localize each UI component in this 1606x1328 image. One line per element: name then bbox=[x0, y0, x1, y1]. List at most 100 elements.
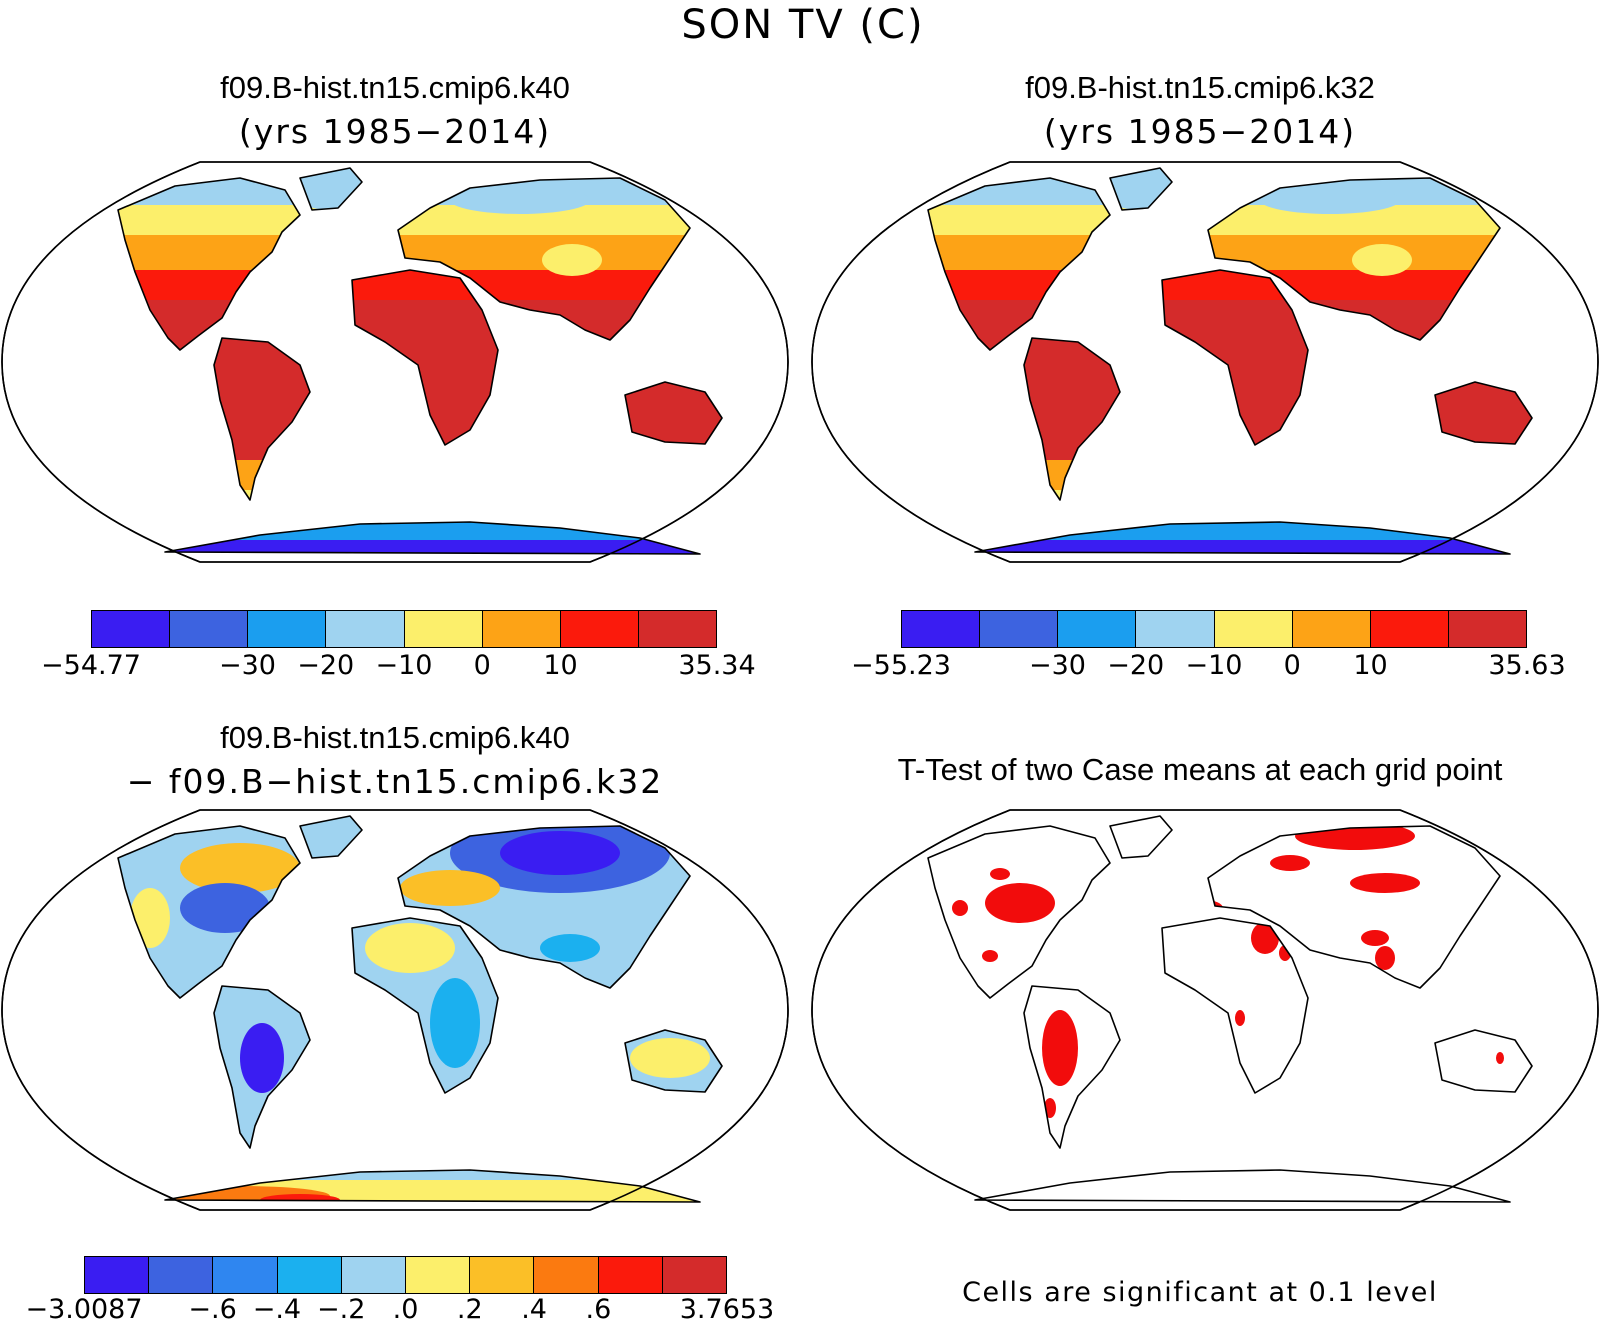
field-blob bbox=[985, 883, 1055, 923]
colorbar-box bbox=[213, 1257, 278, 1293]
colorbar-box bbox=[1370, 611, 1449, 647]
field-blob bbox=[1042, 1010, 1078, 1086]
projection-frame bbox=[1, 809, 789, 1211]
bl-map bbox=[1, 809, 789, 1211]
coastline-africa bbox=[351, 269, 499, 446]
colorbar-tick-label: 10 bbox=[1353, 650, 1388, 681]
coastline-greenland bbox=[299, 167, 363, 211]
bl-colorbar bbox=[84, 1256, 727, 1294]
coastline-eurasia bbox=[397, 177, 691, 341]
colorbar-tick-label: 0 bbox=[1283, 650, 1301, 681]
coastline-na bbox=[117, 177, 301, 351]
coastline-na bbox=[927, 177, 1111, 351]
coastline-antarctica bbox=[164, 521, 701, 555]
coastline-africa bbox=[351, 917, 499, 1094]
colorbar-tick-label: 3.7653 bbox=[679, 1294, 775, 1325]
colorbar-box bbox=[406, 1257, 471, 1293]
land-australia bbox=[1435, 382, 1532, 444]
field-blob bbox=[1350, 873, 1420, 893]
coastline-greenland bbox=[299, 815, 363, 859]
colorbar-box bbox=[662, 1257, 727, 1293]
bl-colorbar-labels: −3.0087 −.6 −.4 −.2 .0 .2 .4 .6 3.7653 bbox=[25, 1294, 774, 1328]
colorbar-tick-label: .6 bbox=[585, 1294, 612, 1325]
colorbar-box bbox=[598, 1257, 663, 1293]
field-blob bbox=[982, 950, 998, 962]
projection-frame bbox=[1, 161, 789, 563]
colorbar-box bbox=[470, 1257, 535, 1293]
coastline-australia bbox=[1434, 1029, 1533, 1093]
field-blob bbox=[1352, 244, 1412, 276]
projection-frame bbox=[811, 809, 1599, 1211]
field-blob bbox=[952, 900, 968, 916]
field-blob bbox=[450, 186, 590, 214]
colorbar-tick-label: .0 bbox=[392, 1294, 419, 1325]
colorbar-box bbox=[534, 1257, 599, 1293]
field-blob bbox=[365, 923, 455, 973]
bl-minus-case: − f09.B−hist.tn15.cmip6.k32 bbox=[126, 762, 664, 801]
colorbar-box bbox=[404, 611, 483, 647]
colorbar-box bbox=[341, 1257, 407, 1293]
colorbar-box bbox=[482, 611, 561, 647]
colorbar-tick-label: 10 bbox=[543, 650, 578, 681]
coastline-australia bbox=[624, 381, 723, 445]
colorbar-box bbox=[326, 611, 405, 647]
land-sa bbox=[214, 338, 310, 500]
tl-case-title: f09.B-hist.tn15.cmip6.k40 bbox=[220, 70, 570, 105]
field-band bbox=[928, 540, 1532, 554]
tr-years: (yrs 1985−2014) bbox=[1043, 112, 1357, 151]
field-blob bbox=[630, 1038, 710, 1078]
land-africa bbox=[1162, 918, 1308, 1093]
colorbar-box bbox=[1136, 611, 1215, 647]
field-blob bbox=[1270, 855, 1310, 871]
coastline-eurasia bbox=[1207, 177, 1501, 341]
colorbar-box bbox=[1214, 611, 1293, 647]
coastline-sa bbox=[1023, 985, 1121, 1149]
tr-map bbox=[811, 161, 1599, 563]
colorbar-tick-label: −30 bbox=[1029, 650, 1086, 681]
colorbar-tick-label: −.2 bbox=[316, 1294, 366, 1325]
colorbar-box bbox=[980, 611, 1059, 647]
coastline-australia bbox=[624, 1029, 723, 1093]
tl-colorbar-labels: −54.77 −30 −20 −10 0 10 35.34 bbox=[41, 650, 756, 684]
colorbar-tick-label: −20 bbox=[1107, 650, 1165, 681]
tr-case-title: f09.B-hist.tn15.cmip6.k32 bbox=[1025, 70, 1375, 105]
colorbar-box bbox=[248, 611, 327, 647]
colorbar-tick-label: −10 bbox=[375, 650, 433, 681]
field-blob bbox=[400, 870, 500, 906]
coastline-greenland bbox=[1109, 167, 1173, 211]
colorbar-box bbox=[1448, 611, 1526, 647]
colorbar-box bbox=[149, 1257, 214, 1293]
land-africa bbox=[1162, 270, 1308, 445]
colorbar-tick-label: −.6 bbox=[188, 1294, 237, 1325]
colorbar-tick-label: −3.0087 bbox=[25, 1294, 143, 1325]
colorbar-tick-label: 35.34 bbox=[678, 650, 756, 681]
coastline-greenland bbox=[1109, 815, 1173, 859]
colorbar-box bbox=[277, 1257, 342, 1293]
coastline-africa bbox=[1161, 269, 1309, 446]
field-blob bbox=[500, 831, 620, 875]
field-blob bbox=[1235, 1010, 1245, 1026]
tr-colorbar bbox=[901, 610, 1527, 648]
land-australia bbox=[625, 382, 722, 444]
land-sa bbox=[1024, 338, 1120, 500]
coastline-africa bbox=[1161, 917, 1309, 1094]
field-band bbox=[118, 270, 722, 300]
field-blob bbox=[180, 843, 300, 893]
colorbar-box bbox=[560, 611, 639, 647]
coastline-sa bbox=[1023, 337, 1121, 501]
colorbar-tick-label: .2 bbox=[456, 1294, 483, 1325]
land-greenland bbox=[300, 816, 362, 858]
coastline-sa bbox=[213, 337, 311, 501]
coastline-eurasia bbox=[1207, 825, 1501, 989]
colorbar-box bbox=[85, 1257, 150, 1293]
colorbar-tick-label: −55.23 bbox=[851, 650, 951, 681]
field-blob bbox=[430, 978, 480, 1068]
tl-map bbox=[1, 161, 789, 563]
br-significance-note: Cells are significant at 0.1 level bbox=[962, 1277, 1438, 1308]
field-blob bbox=[542, 244, 602, 276]
field-band bbox=[118, 540, 722, 554]
colorbar-box bbox=[1292, 611, 1371, 647]
land-greenland bbox=[1110, 816, 1172, 858]
br-ttest-title: T-Test of two Case means at each grid po… bbox=[897, 752, 1503, 787]
colorbar-tick-label: −10 bbox=[1185, 650, 1243, 681]
